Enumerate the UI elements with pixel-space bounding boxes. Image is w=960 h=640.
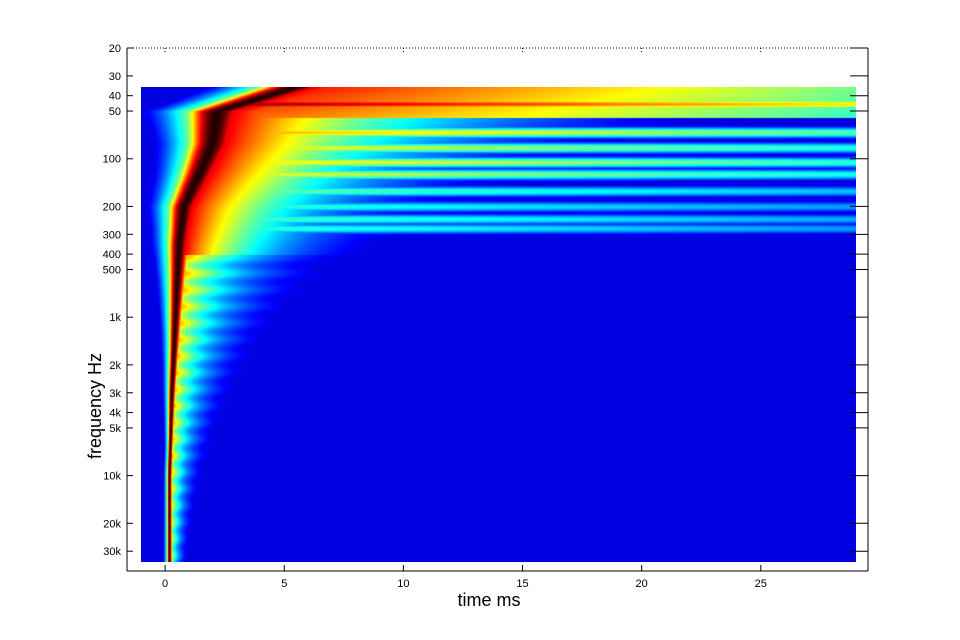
y-tick-label: 3k: [109, 388, 121, 400]
y-tick-label: 30: [109, 71, 121, 83]
heatmap-image: [141, 87, 856, 562]
x-tick-label: 0: [162, 578, 168, 590]
y-tick-label: 5k: [109, 423, 121, 435]
y-tick-label: 1k: [109, 312, 121, 324]
y-tick-label: 30k: [103, 546, 121, 558]
y-tick-label: 400: [103, 249, 121, 261]
y-tick-label: 20: [109, 43, 121, 55]
x-tick-label: 20: [636, 578, 648, 590]
y-tick-label: 20k: [103, 518, 121, 530]
y-tick-label: 500: [103, 264, 121, 276]
x-tick-label: 10: [397, 578, 409, 590]
y-axis-label: frequency Hz: [85, 353, 105, 459]
y-tick-label: 10k: [103, 471, 121, 483]
y-tick-label: 4k: [109, 408, 121, 420]
y-tick-label: 2k: [109, 360, 121, 372]
y-tick-label: 300: [103, 229, 121, 241]
y-tick-label: 100: [103, 154, 121, 166]
x-axis-label: time ms: [458, 590, 521, 610]
axes-group: 0 5 10 15 20 25 20 30 40 50 100 200 300 400 500 1k 2k 3k 4…: [103, 43, 869, 590]
x-tick-label: 25: [755, 578, 767, 590]
x-tick-label: 15: [516, 578, 528, 590]
y-tick-label: 200: [103, 201, 121, 213]
y-tick-label: 50: [109, 106, 121, 118]
heatmap-container: [141, 87, 856, 562]
x-tick-label: 5: [281, 578, 287, 590]
y-tick-label: 40: [109, 91, 121, 103]
